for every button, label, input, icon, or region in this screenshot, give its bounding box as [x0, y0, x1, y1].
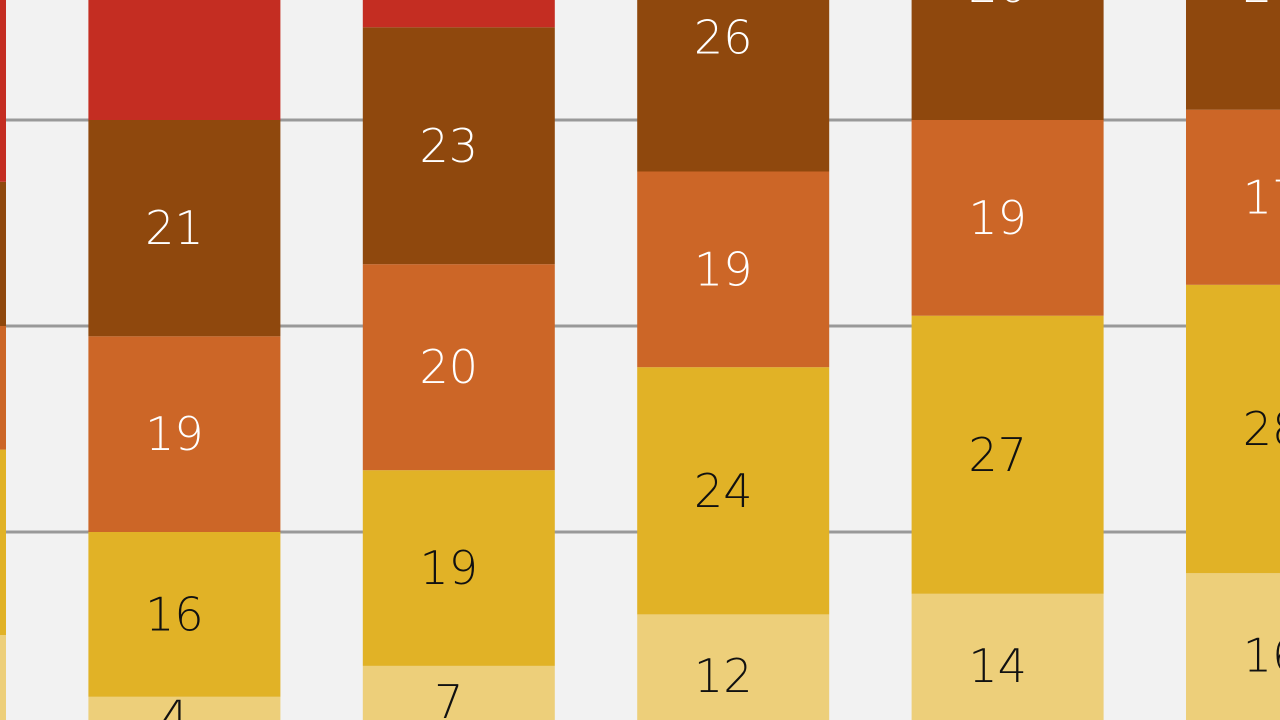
- bar-segment: [1186, 0, 1280, 110]
- bar-segment: [911, 593, 1104, 720]
- data-label: 20: [420, 340, 479, 394]
- bar-2: 7 19 20 23: [362, 0, 555, 720]
- bar-segment: [362, 0, 555, 28]
- bar-segment: [0, 449, 6, 635]
- bar-segment: [0, 635, 6, 720]
- data-label: 23: [420, 119, 479, 173]
- bar-segment: [637, 614, 830, 720]
- bar-segment: [1186, 284, 1280, 574]
- bar-segment: [0, 0, 6, 182]
- bar-segment: [362, 264, 555, 471]
- data-label: 27: [968, 428, 1027, 482]
- data-label: 26: [968, 0, 1027, 13]
- bar-segment: [0, 181, 6, 326]
- bar-3: 12 24 19 26: [637, 0, 830, 720]
- bar-segment: [362, 470, 555, 666]
- bar-segment: [637, 171, 830, 368]
- data-label: 17: [1243, 170, 1280, 224]
- bar-segment: [362, 27, 555, 265]
- bar-segment: [911, 120, 1104, 316]
- data-label: 12: [694, 649, 753, 703]
- bar-segment: [1186, 573, 1280, 720]
- bar-segment: [637, 367, 830, 615]
- data-label: 21: [145, 201, 204, 255]
- data-label: 19: [145, 407, 204, 461]
- data-label: 19: [420, 541, 479, 595]
- bar-segment: [88, 120, 281, 337]
- data-label: 7: [434, 675, 463, 720]
- bar-segment: [362, 665, 555, 720]
- bar-5: 16 28 17 24: [1186, 0, 1280, 720]
- bar-segment: [88, 696, 281, 720]
- data-label: 28: [1243, 402, 1280, 456]
- bar-segment: [911, 315, 1104, 594]
- bar-0: [0, 0, 6, 720]
- bar-segment: [1186, 109, 1280, 285]
- data-label: 24: [694, 464, 753, 518]
- data-label: 14: [968, 639, 1027, 693]
- data-label: 19: [968, 191, 1027, 245]
- bar-4: 14 27 19 26: [911, 0, 1104, 720]
- bar-segment: [637, 0, 830, 172]
- bar-segment: [911, 0, 1104, 120]
- bar-segment: [88, 0, 281, 120]
- data-label: 19: [694, 242, 753, 296]
- data-label: 16: [1243, 629, 1280, 683]
- data-label: 24: [1243, 0, 1280, 13]
- data-label: 16: [145, 587, 204, 641]
- bar-segment: [88, 532, 281, 697]
- bar-segment: [88, 336, 281, 532]
- bar-segment: [0, 326, 6, 450]
- data-label: 26: [694, 11, 753, 65]
